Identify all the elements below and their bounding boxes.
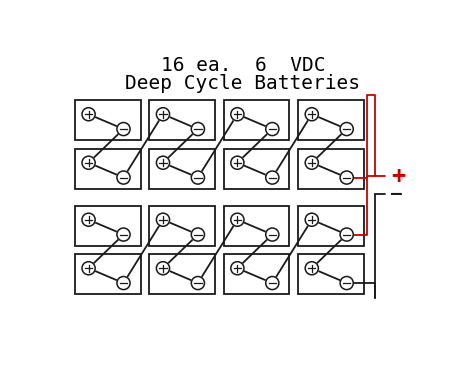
Circle shape xyxy=(305,213,319,226)
Bar xyxy=(224,254,290,294)
Circle shape xyxy=(156,108,170,121)
Bar xyxy=(75,206,141,246)
Bar xyxy=(149,254,215,294)
Bar xyxy=(298,206,364,246)
Bar xyxy=(298,149,364,189)
Circle shape xyxy=(117,122,130,135)
Circle shape xyxy=(82,213,95,226)
Circle shape xyxy=(231,262,244,275)
Circle shape xyxy=(82,108,95,121)
Circle shape xyxy=(305,156,319,169)
Bar xyxy=(149,149,215,189)
Text: —: — xyxy=(391,185,402,203)
Bar xyxy=(75,100,141,140)
Circle shape xyxy=(191,276,204,290)
Text: 16 ea.  6  VDC: 16 ea. 6 VDC xyxy=(161,56,325,74)
Circle shape xyxy=(191,228,204,241)
Text: +: + xyxy=(391,164,405,188)
Bar xyxy=(298,100,364,140)
Circle shape xyxy=(305,108,319,121)
Circle shape xyxy=(340,276,353,290)
Circle shape xyxy=(266,228,279,241)
Circle shape xyxy=(340,228,353,241)
Circle shape xyxy=(231,156,244,169)
Bar xyxy=(224,149,290,189)
Bar xyxy=(149,206,215,246)
Circle shape xyxy=(117,228,130,241)
Circle shape xyxy=(82,156,95,169)
Circle shape xyxy=(266,122,279,135)
Bar xyxy=(298,254,364,294)
Circle shape xyxy=(191,171,204,184)
Circle shape xyxy=(305,262,319,275)
Circle shape xyxy=(117,171,130,184)
Circle shape xyxy=(340,171,353,184)
Text: Deep Cycle Batteries: Deep Cycle Batteries xyxy=(126,74,360,93)
Circle shape xyxy=(231,213,244,226)
Circle shape xyxy=(156,262,170,275)
Circle shape xyxy=(266,276,279,290)
Circle shape xyxy=(156,213,170,226)
Bar xyxy=(149,100,215,140)
Circle shape xyxy=(117,276,130,290)
Circle shape xyxy=(156,156,170,169)
Bar xyxy=(224,100,290,140)
Bar xyxy=(75,149,141,189)
Circle shape xyxy=(231,108,244,121)
Circle shape xyxy=(340,122,353,135)
Bar xyxy=(224,206,290,246)
Circle shape xyxy=(191,122,204,135)
Circle shape xyxy=(266,171,279,184)
Bar xyxy=(75,254,141,294)
Circle shape xyxy=(82,262,95,275)
